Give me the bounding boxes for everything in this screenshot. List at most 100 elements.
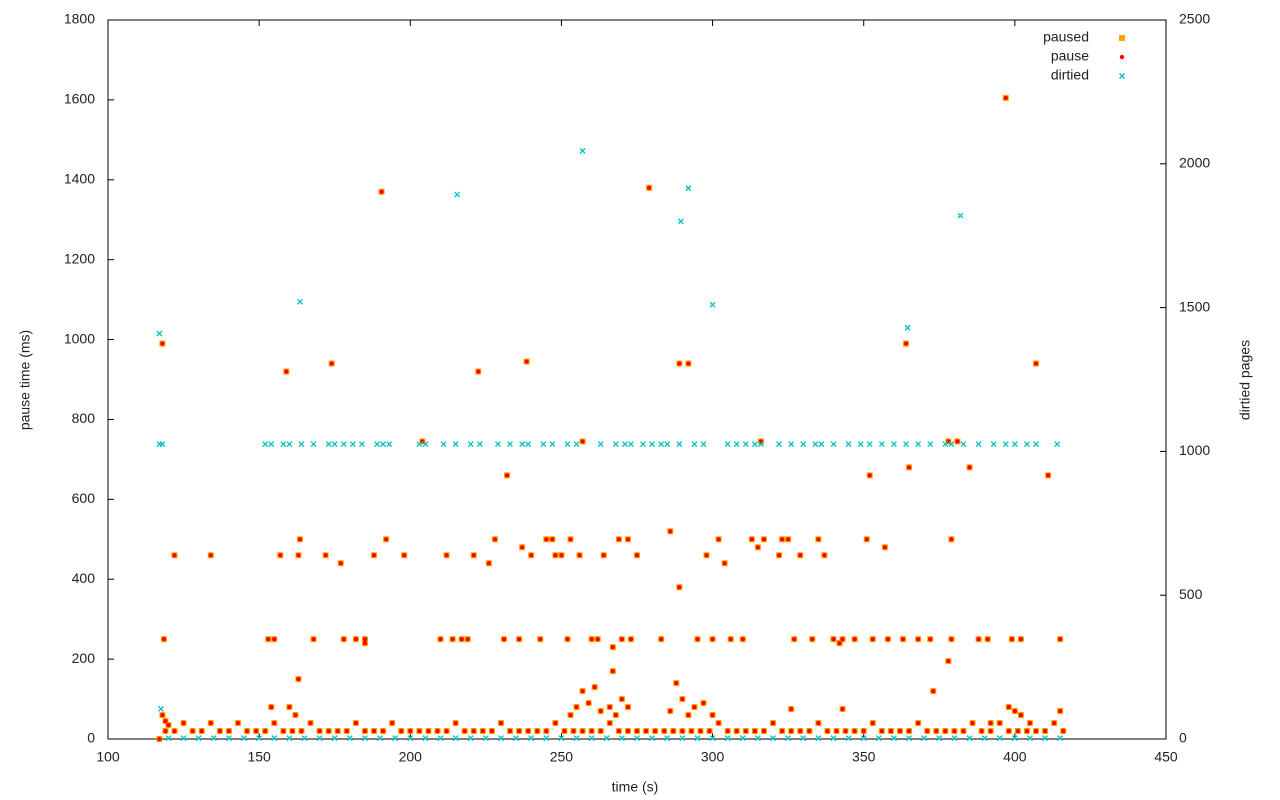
point — [516, 636, 522, 642]
y-tick-label: 0 — [87, 730, 95, 746]
point — [981, 735, 988, 742]
point — [386, 441, 393, 448]
point — [627, 441, 634, 448]
point — [752, 728, 758, 734]
point — [454, 191, 461, 198]
point — [1042, 735, 1049, 742]
point — [349, 441, 356, 448]
point — [577, 553, 582, 558]
point — [459, 636, 464, 642]
point — [580, 728, 585, 734]
point — [296, 298, 303, 305]
legend-label: paused — [1043, 29, 1089, 45]
legend-marker — [1119, 73, 1125, 79]
point — [740, 636, 745, 642]
point — [562, 728, 567, 734]
point — [634, 735, 640, 742]
point — [897, 728, 903, 734]
point — [268, 441, 275, 448]
point — [326, 728, 331, 734]
y2-tick-label: 500 — [1179, 586, 1203, 602]
point — [379, 189, 384, 194]
point — [340, 441, 347, 448]
point — [695, 636, 700, 642]
point — [462, 728, 467, 734]
point — [438, 636, 443, 642]
point — [625, 704, 631, 710]
point — [843, 728, 848, 734]
point — [467, 441, 474, 448]
point — [272, 720, 277, 726]
point — [524, 359, 529, 364]
point — [785, 735, 792, 742]
point — [550, 537, 555, 542]
point — [161, 636, 167, 642]
point — [728, 636, 733, 642]
point — [818, 441, 825, 448]
y-tick-label: 1800 — [64, 11, 95, 27]
x-axis-label: time (s) — [612, 779, 659, 795]
point — [710, 712, 715, 718]
point — [840, 636, 845, 642]
point — [407, 735, 414, 742]
x-tick-label: 200 — [399, 749, 423, 765]
point — [988, 728, 993, 734]
point — [504, 473, 510, 478]
point — [565, 636, 570, 642]
point — [374, 441, 380, 448]
point — [341, 636, 346, 642]
point — [172, 553, 177, 558]
point — [664, 441, 671, 448]
point — [779, 537, 785, 542]
point — [296, 553, 301, 558]
point — [628, 636, 634, 642]
point — [190, 728, 195, 734]
point — [444, 728, 449, 734]
point — [507, 441, 513, 448]
point — [822, 553, 827, 558]
point — [825, 728, 830, 734]
point — [325, 441, 332, 448]
point — [618, 735, 625, 742]
point — [677, 361, 682, 366]
point — [269, 704, 274, 710]
point — [701, 700, 706, 706]
point — [724, 441, 731, 448]
point — [353, 636, 359, 642]
point — [241, 735, 247, 742]
point — [444, 553, 449, 558]
point — [834, 728, 839, 734]
point — [358, 441, 365, 448]
point — [589, 728, 594, 734]
point — [704, 553, 709, 558]
point — [329, 361, 334, 366]
point — [791, 636, 797, 642]
point — [621, 441, 628, 448]
point — [885, 636, 891, 642]
point — [172, 728, 177, 734]
point — [990, 441, 997, 448]
point — [915, 636, 921, 642]
point — [573, 441, 580, 448]
point — [399, 728, 404, 734]
point — [513, 735, 520, 742]
point — [677, 585, 682, 590]
point — [579, 147, 586, 154]
x-tick-label: 250 — [550, 749, 574, 765]
point — [361, 735, 368, 742]
point — [776, 441, 783, 448]
point — [571, 728, 576, 734]
point — [761, 728, 767, 734]
point — [453, 720, 458, 726]
point — [558, 735, 565, 742]
point — [924, 728, 930, 734]
point — [810, 636, 815, 642]
point — [538, 636, 543, 642]
point — [380, 441, 387, 448]
point — [160, 341, 165, 346]
point — [331, 441, 338, 448]
point — [323, 553, 328, 558]
point — [244, 728, 250, 734]
point — [643, 728, 649, 734]
